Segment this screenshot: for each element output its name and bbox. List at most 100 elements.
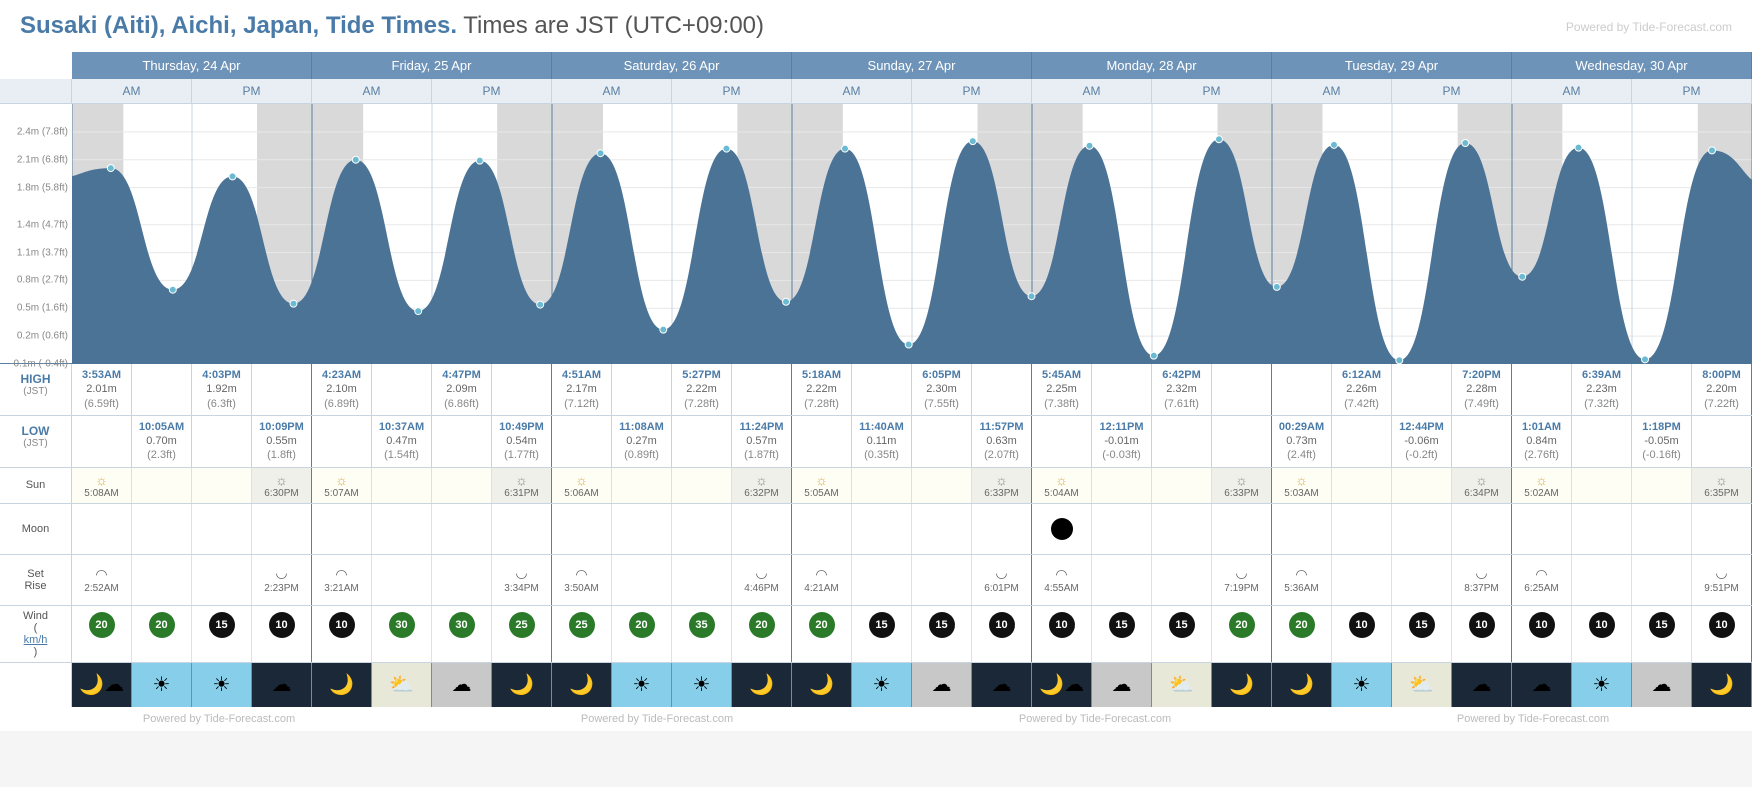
wind-dir-icon: ↘ xyxy=(534,619,542,630)
weather-icon: 🌙 xyxy=(329,672,354,697)
wind-badge: 15↘ xyxy=(209,612,235,638)
weather-cell: ☀ xyxy=(852,663,912,707)
weather-cell: ☁ xyxy=(1452,663,1512,707)
weather-icon: ☁ xyxy=(1112,672,1132,697)
weather-cell: ⛅ xyxy=(372,663,432,707)
day-header: Saturday, 26 Apr xyxy=(552,52,792,79)
wind-row: Wind(km/h)20↘20↘15↘10↘10↘30↘30↘25↘25↘20↘… xyxy=(0,606,1752,663)
wind-badge: 10↘ xyxy=(269,612,295,638)
weather-cell: ⛅ xyxy=(1392,663,1452,707)
wind-badge: 30↘ xyxy=(449,612,475,638)
weather-cell: 🌙☁ xyxy=(72,663,132,707)
moon-phase-row: Moon xyxy=(0,504,1752,555)
wind-cell: 10→ xyxy=(1032,606,1092,662)
wind-dir-icon: ↘ xyxy=(834,619,842,630)
wind-cell: 20↘ xyxy=(72,606,132,662)
wind-cell: 15→ xyxy=(912,606,972,662)
wind-badge: 35↘ xyxy=(689,612,715,638)
sunrise-icon xyxy=(1055,477,1068,488)
wind-cell: 25↘ xyxy=(492,606,552,662)
wind-cell: 25↘ xyxy=(552,606,612,662)
wind-dir-icon: → xyxy=(1073,619,1083,630)
weather-cell: 🌙 xyxy=(1272,663,1332,707)
low-tide-row: LOW(JST)10:05AM0.70m(2.3ft)10:09PM0.55m(… xyxy=(0,416,1752,468)
weather-icon: ☀ xyxy=(153,672,171,697)
weather-cell: ⛅ xyxy=(1152,663,1212,707)
moonrise-cell: 4:46PM xyxy=(732,555,792,605)
wind-cell: 10↘ xyxy=(312,606,372,662)
sunset-icon xyxy=(755,477,768,488)
moon-phase-cell xyxy=(792,504,852,554)
weather-icon: ☀ xyxy=(873,672,891,697)
moon-label: Moon xyxy=(0,504,72,554)
sunset-icon xyxy=(515,477,528,488)
wind-cell: 10↖ xyxy=(1452,606,1512,662)
ampm-label: PM xyxy=(192,79,312,104)
ampm-header-row: AMPMAMPMAMPMAMPMAMPMAMPMAMPM xyxy=(0,79,1752,104)
tide-widget: Powered by Tide-Forecast.com Susaki (Ait… xyxy=(0,0,1752,731)
wind-dir-icon: ↘ xyxy=(114,619,122,630)
day-header: Thursday, 24 Apr xyxy=(72,52,312,79)
tide-cell: 10:05AM0.70m(2.3ft) xyxy=(132,416,192,467)
footer-watermark: Powered by Tide-Forecast.comPowered by T… xyxy=(0,707,1752,731)
sunrise-cell: 5:05AM xyxy=(792,468,852,503)
tide-chart-svg xyxy=(72,104,1752,364)
moon-set-rise-row: Set Rise2:52AM2:23PM3:21AM3:34PM3:50AM4:… xyxy=(0,555,1752,606)
weather-icon: ☁ xyxy=(992,672,1012,697)
moon-phase-cell xyxy=(312,504,372,554)
wind-cell: 20↘ xyxy=(612,606,672,662)
ampm-label: AM xyxy=(72,79,192,104)
weather-icon: 🌙 xyxy=(1229,672,1254,697)
wind-badge: 15↘ xyxy=(1109,612,1135,638)
wind-dir-icon: ↘ xyxy=(654,619,662,630)
location-title: Susaki (Aiti), Aichi, Japan, Tide Times. xyxy=(20,12,457,39)
weather-cell: 🌙 xyxy=(732,663,792,707)
wind-dir-icon: ↘ xyxy=(174,619,182,630)
weather-cell: ☁ xyxy=(432,663,492,707)
tide-cell: 6:05PM2.30m(7.55ft) xyxy=(912,364,972,415)
weather-icon: ☁ xyxy=(1532,672,1552,697)
moonset-icon xyxy=(1295,566,1307,583)
sunrise-cell: 5:08AM xyxy=(72,468,132,503)
tide-cell: 5:45AM2.25m(7.38ft) xyxy=(1032,364,1092,415)
weather-icon: ☀ xyxy=(1593,672,1611,697)
weather-cell: ☁ xyxy=(252,663,312,707)
sunrise-cell: 5:04AM xyxy=(1032,468,1092,503)
moonset-cell: 3:50AM xyxy=(552,555,612,605)
day-header: Wednesday, 30 Apr xyxy=(1512,52,1752,79)
weather-cell: 🌙 xyxy=(792,663,852,707)
moonrise-icon xyxy=(275,566,287,583)
sunrise-icon xyxy=(95,477,108,488)
tide-cell: 4:51AM2.17m(7.12ft) xyxy=(552,364,612,415)
moonrise-icon xyxy=(1235,566,1247,583)
wind-badge: 10↖ xyxy=(1709,612,1735,638)
wind-dir-icon: ↑ xyxy=(1438,619,1443,630)
moonset-icon xyxy=(95,566,107,583)
weather-cell: 🌙 xyxy=(312,663,372,707)
wind-badge: 10↗ xyxy=(1589,612,1615,638)
sunrise-icon xyxy=(575,477,588,488)
weather-icon: 🌙☁ xyxy=(1039,672,1084,697)
wind-dir-icon: ↘ xyxy=(714,619,722,630)
wind-dir-icon: → xyxy=(953,619,963,630)
wind-dir-icon: ↘ xyxy=(1374,619,1382,630)
wind-dir-icon: ↘ xyxy=(414,619,422,630)
weather-cell: ☁ xyxy=(1092,663,1152,707)
wind-cell: 10↘ xyxy=(252,606,312,662)
y-axis-labels: -0.1m (-0.4ft)0.2m (0.6ft)0.5m (1.6ft)0.… xyxy=(0,104,72,363)
moonset-cell: 2:52AM xyxy=(72,555,132,605)
wind-badge: 10↘ xyxy=(1349,612,1375,638)
sunrise-cell: 5:02AM xyxy=(1512,468,1572,503)
moonset-icon xyxy=(1535,566,1547,583)
tide-cell: 12:44PM-0.06m(-0.2ft) xyxy=(1392,416,1452,467)
weather-icon: ☁ xyxy=(1472,672,1492,697)
wind-unit-link[interactable]: km/h xyxy=(4,634,67,646)
weather-icon: ☀ xyxy=(213,672,231,697)
tide-cell: 6:42PM2.32m(7.61ft) xyxy=(1152,364,1212,415)
wind-dir-icon: ↖ xyxy=(1494,619,1502,630)
wind-badge: 15→ xyxy=(929,612,955,638)
wind-dir-icon: ↘ xyxy=(1134,619,1142,630)
tide-cell: 3:53AM2.01m(6.59ft) xyxy=(72,364,132,415)
ampm-label: AM xyxy=(792,79,912,104)
sunrise-cell: 5:07AM xyxy=(312,468,372,503)
